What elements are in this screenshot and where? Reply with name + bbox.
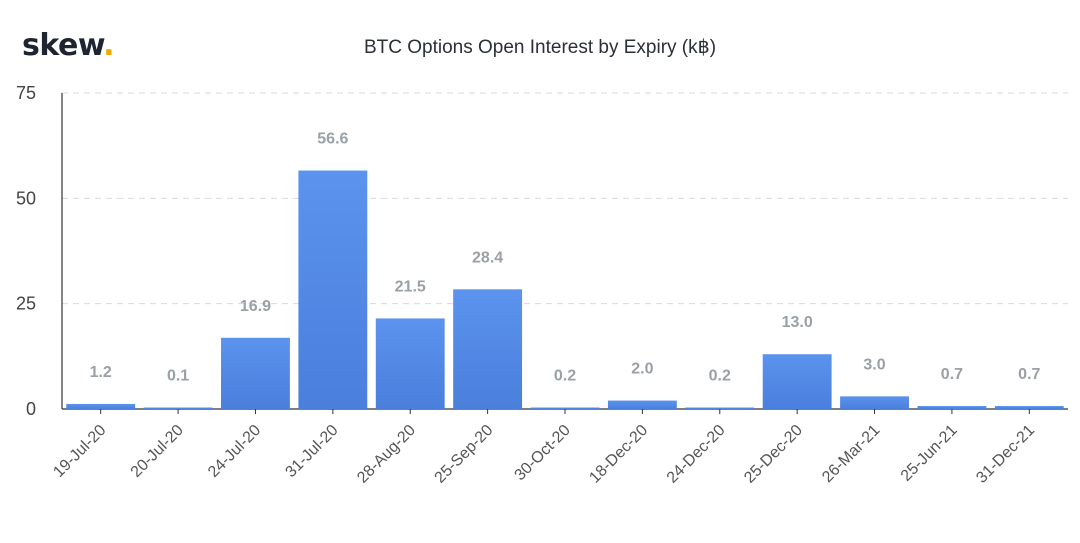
x-tick-label: 24-Jul-20: [205, 422, 264, 481]
x-tick-label: 28-Aug-20: [354, 422, 419, 487]
data-label: 0.1: [167, 368, 189, 385]
data-label: 13.0: [782, 314, 813, 331]
bar: [221, 337, 290, 409]
data-label: 0.7: [941, 366, 963, 383]
data-label: 16.9: [240, 298, 271, 315]
bar: [298, 170, 368, 409]
data-label: 56.6: [317, 131, 348, 148]
x-tick-label: 25-Dec-20: [741, 422, 806, 487]
bar: [762, 354, 832, 409]
y-tick-label: 50: [16, 188, 36, 208]
bar: [375, 318, 445, 409]
data-labels: 1.2 0.1 16.9 56.6 21.5 28.4 0.2 2.0 0.2 13.0 3.0 0.…: [90, 131, 1041, 385]
data-label: 3.0: [863, 356, 885, 373]
x-tick-label: 19-Jul-20: [50, 422, 109, 481]
chart-title: BTC Options Open Interest by Expiry (k฿): [363, 37, 717, 58]
x-tick-label: 31-Dec-21: [973, 422, 1038, 487]
data-label: 28.4: [472, 249, 503, 266]
y-tick-label: 0: [26, 399, 36, 419]
data-label: 0.7: [1018, 366, 1040, 383]
data-label: 0.2: [709, 368, 731, 385]
logo-dot: .: [103, 28, 115, 63]
x-tick-label: 26-Mar-21: [819, 422, 883, 486]
bars: [66, 170, 1064, 409]
data-label: 2.0: [631, 361, 653, 378]
x-tick-label: 25-Jun-21: [898, 422, 961, 485]
gridlines: [62, 92, 1068, 305]
bar: [453, 289, 523, 409]
x-tick-label: 30-Oct-20: [512, 422, 574, 484]
x-axis: 19-Jul-20 20-Jul-20 24-Jul-20 31-Jul-20 28-A…: [50, 409, 1038, 487]
bar: [685, 407, 755, 409]
x-tick-label: 20-Jul-20: [128, 422, 187, 481]
x-tick-label: 18-Dec-20: [586, 422, 651, 487]
skew-logo: skew.: [22, 28, 115, 63]
bar: [143, 407, 213, 409]
y-tick-label: 75: [16, 83, 36, 103]
bar: [917, 406, 987, 409]
bar: [994, 406, 1064, 409]
data-label: 21.5: [395, 278, 426, 295]
x-tick-label: 25-Sep-20: [432, 422, 497, 487]
y-tick-label: 25: [16, 294, 36, 314]
logo-text: skew: [22, 28, 104, 63]
bar: [607, 400, 677, 409]
data-label: 1.2: [90, 364, 112, 381]
bar: [840, 396, 909, 409]
x-tick-label: 31-Jul-20: [282, 422, 341, 481]
bar: [530, 407, 600, 409]
x-tick-label: 24-Dec-20: [664, 422, 729, 487]
data-label: 0.2: [554, 368, 576, 385]
bar: [66, 403, 136, 409]
